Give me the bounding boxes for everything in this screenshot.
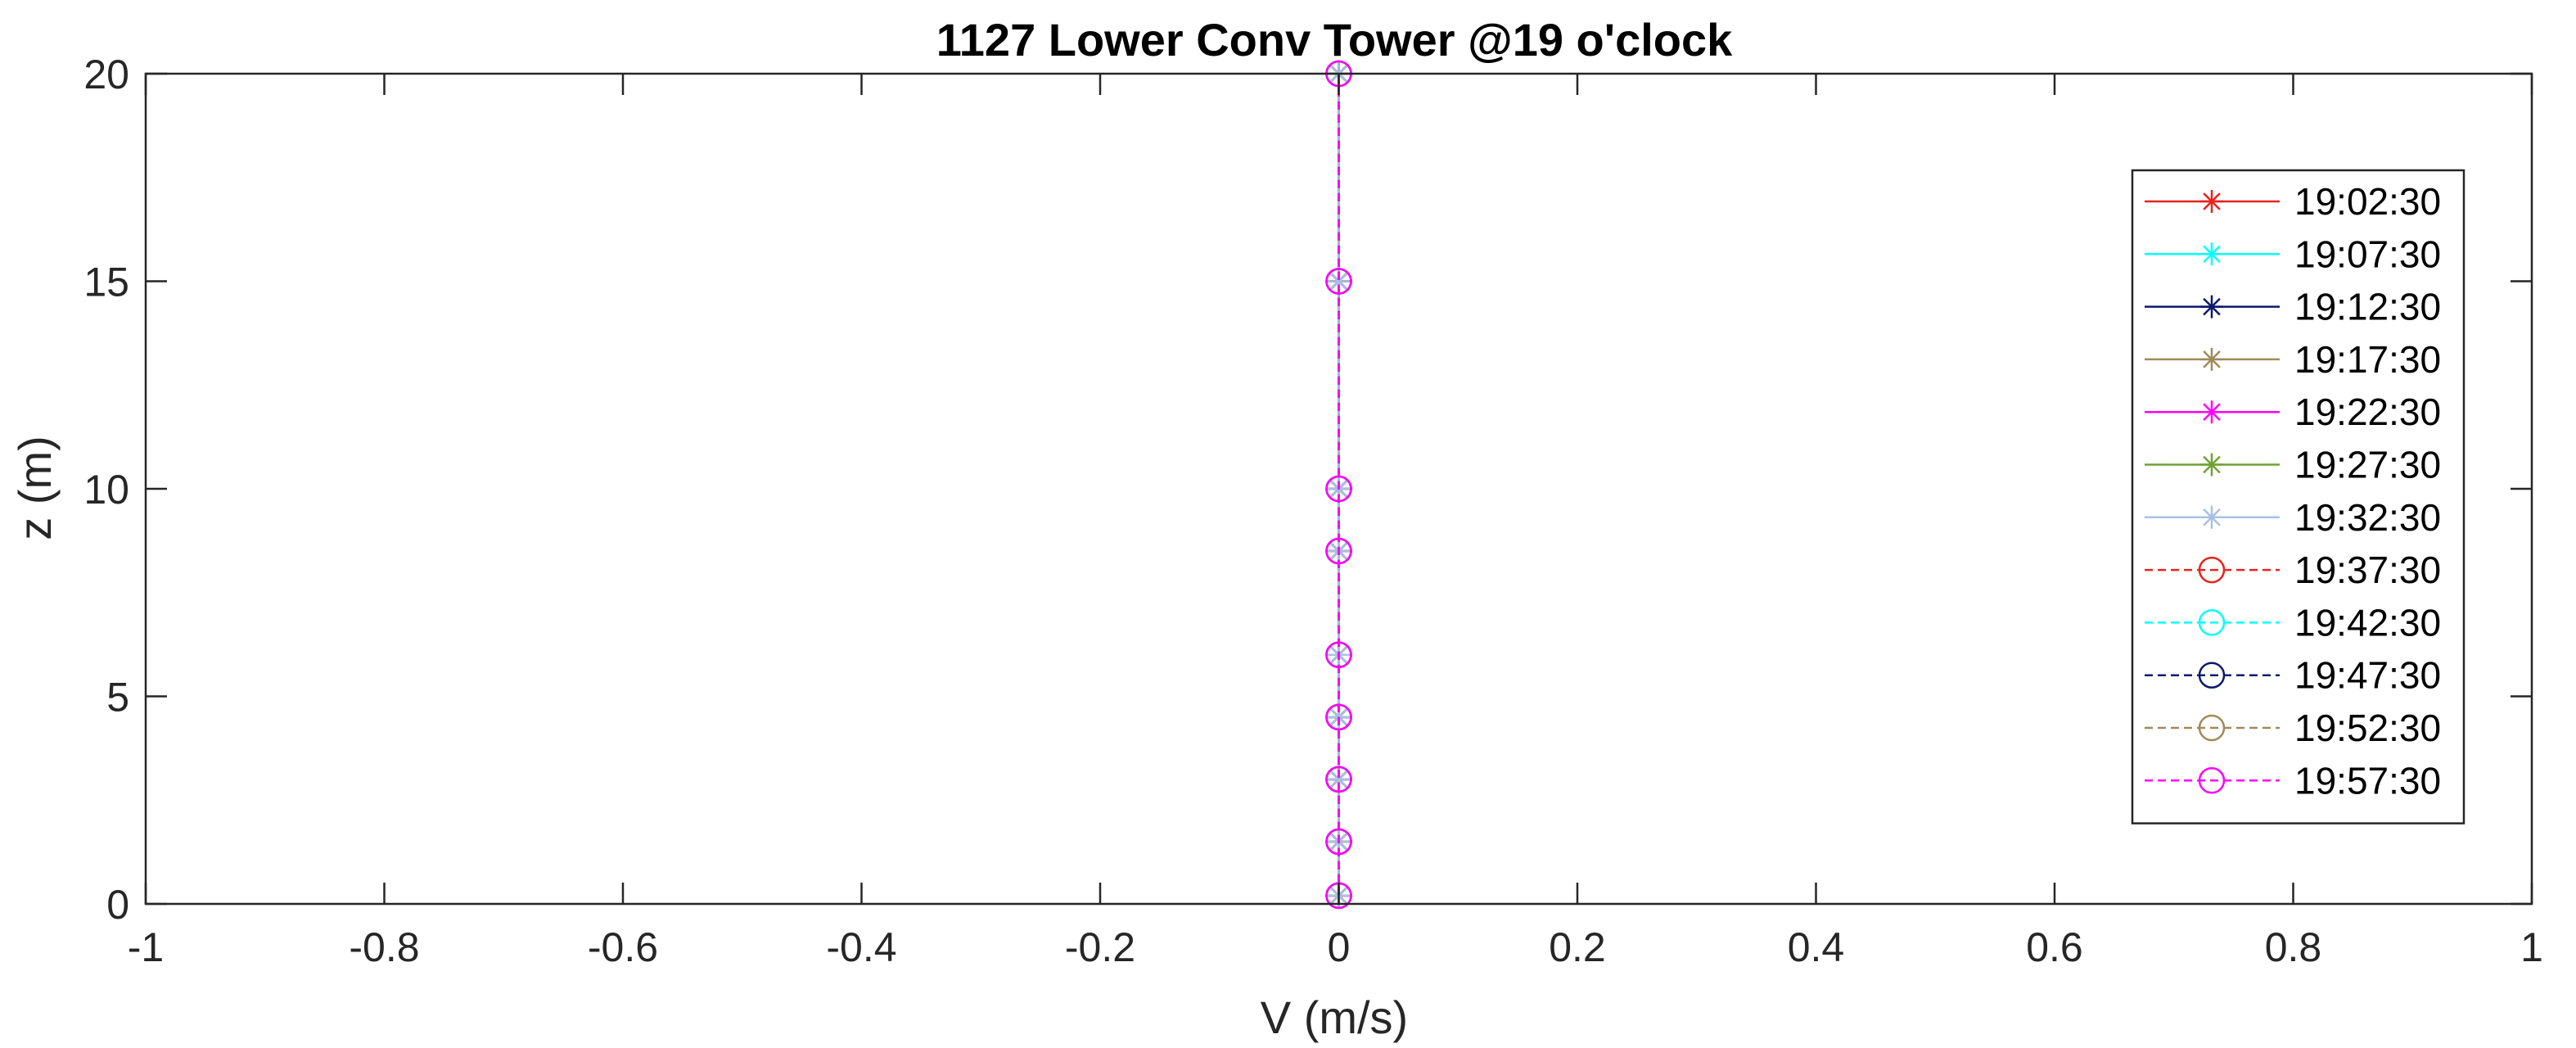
x-tick-label: 0.8	[2265, 924, 2322, 970]
legend-item: 19:52:30	[2145, 707, 2441, 749]
legend-swatch-marker	[2198, 609, 2226, 636]
legend-label: 19:37:30	[2294, 549, 2441, 591]
legend-swatch-marker	[2198, 767, 2226, 794]
y-tick-label: 20	[83, 52, 129, 97]
legend-label: 19:02:30	[2294, 180, 2441, 223]
x-tick-label: 0.2	[1549, 924, 1606, 970]
x-tick-label: 1	[2520, 924, 2543, 970]
legend-label: 19:27:30	[2294, 444, 2441, 486]
x-axis-label: V (m/s)	[1261, 992, 1408, 1043]
legend-item: 19:37:30	[2145, 549, 2441, 591]
x-tick-label: -0.2	[1065, 924, 1135, 970]
chart-title: 1127 Lower Conv Tower @19 o'clock	[936, 14, 1733, 66]
data-point	[1325, 537, 1352, 565]
legend: 19:02:30 19:07:30 19:12:30 19:17:30 19:22:30…	[2131, 169, 2465, 824]
legend-item: 19:22:30	[2145, 391, 2441, 433]
legend-item: 19:17:30	[2145, 338, 2441, 381]
y-tick-label: 5	[106, 675, 129, 720]
series	[1325, 60, 1352, 910]
plot-area	[1325, 60, 1352, 910]
x-tick-label: -0.6	[588, 924, 658, 970]
legend-item: 19:07:30	[2145, 233, 2441, 275]
x-tick-label: -0.4	[826, 924, 896, 970]
legend-label: 19:12:30	[2294, 286, 2441, 328]
legend-swatch-marker	[2198, 556, 2226, 584]
legend-swatch-marker	[2200, 347, 2223, 371]
legend-label: 19:32:30	[2294, 496, 2441, 539]
x-tick-label: 0.6	[2026, 924, 2083, 970]
legend-swatch-marker	[2200, 242, 2223, 266]
data-point	[1325, 268, 1352, 295]
legend-item: 19:42:30	[2145, 601, 2441, 644]
x-tick-label: 0	[1328, 924, 1351, 970]
legend-item: 19:57:30	[2145, 759, 2441, 802]
legend-swatch-marker	[2200, 505, 2223, 529]
legend-swatch-marker	[2200, 295, 2223, 318]
data-point	[1325, 828, 1352, 856]
x-tick-label: -1	[128, 924, 164, 970]
legend-swatch-marker	[2198, 662, 2226, 689]
legend-item: 19:47:30	[2145, 654, 2441, 697]
x-tick-label: 0.4	[1788, 924, 1845, 970]
data-point	[1325, 766, 1352, 793]
legend-label: 19:42:30	[2294, 601, 2441, 644]
legend-swatch-marker	[2200, 453, 2223, 477]
data-point	[1325, 641, 1352, 669]
legend-label: 19:47:30	[2294, 654, 2441, 697]
data-point	[1325, 703, 1352, 731]
legend-item: 19:12:30	[2145, 286, 2441, 328]
legend-label: 19:17:30	[2294, 338, 2441, 381]
legend-label: 19:57:30	[2294, 759, 2441, 802]
y-axis-label: z (m)	[9, 436, 61, 540]
legend-item: 19:32:30	[2145, 496, 2441, 539]
legend-label: 19:52:30	[2294, 707, 2441, 749]
data-point	[1325, 475, 1352, 503]
legend-swatch-marker	[2200, 190, 2223, 213]
y-tick-label: 10	[83, 467, 129, 513]
legend-item: 19:02:30	[2145, 180, 2441, 223]
legend-label: 19:22:30	[2294, 391, 2441, 433]
x-tick-label: -0.8	[349, 924, 419, 970]
legend-swatch-marker	[2198, 714, 2226, 742]
legend-swatch-marker	[2200, 400, 2223, 424]
legend-box	[2131, 169, 2465, 824]
legend-item: 19:27:30	[2145, 444, 2441, 486]
y-tick-label: 0	[106, 882, 129, 928]
legend-label: 19:07:30	[2294, 233, 2441, 275]
y-tick-label: 15	[83, 260, 129, 305]
